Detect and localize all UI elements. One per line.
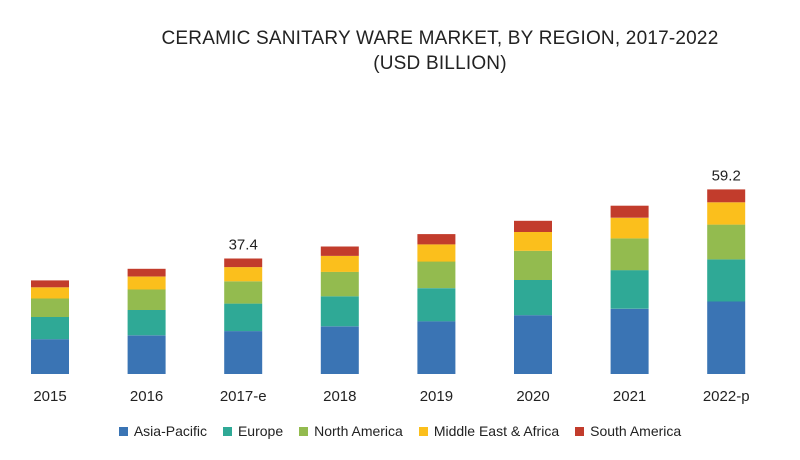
bar-south-america-2020 bbox=[514, 220, 552, 232]
bar-north-america-2018 bbox=[320, 271, 359, 297]
legend-item: Europe bbox=[222, 423, 284, 439]
legend-label: Europe bbox=[237, 423, 284, 439]
chart-title: CERAMIC SANITARY WARE MARKET, BY REGION,… bbox=[0, 26, 800, 76]
x-tick-label: 2020 bbox=[516, 388, 549, 405]
legend-swatch bbox=[222, 426, 232, 436]
legend-swatch bbox=[299, 426, 309, 436]
bar-asia-pacific-2019 bbox=[417, 321, 456, 374]
x-tick-label: 2018 bbox=[323, 388, 356, 405]
bar-europe-2022-p bbox=[707, 259, 746, 302]
bar-europe-2018 bbox=[320, 296, 359, 327]
bar-south-america-2021 bbox=[610, 205, 649, 218]
chart-legend: Asia-Pacific Europe North America Middle Ea… bbox=[0, 423, 800, 439]
bar-north-america-2020 bbox=[514, 250, 552, 280]
bar-south-america-2022-p bbox=[707, 189, 746, 203]
bar-middle-east-africa-2017-e bbox=[224, 267, 263, 282]
legend-label: Middle East & Africa bbox=[433, 423, 560, 439]
bar-europe-2020 bbox=[514, 280, 552, 316]
legend-swatch bbox=[575, 426, 585, 436]
bar-middle-east-africa-2019 bbox=[417, 244, 456, 262]
legend-swatch bbox=[118, 426, 128, 436]
bar-asia-pacific-2017-e bbox=[224, 331, 263, 374]
chart-title-text: CERAMIC SANITARY WARE MARKET, BY REGION,… bbox=[161, 28, 719, 49]
bar-middle-east-africa-2020 bbox=[514, 231, 552, 251]
bar-south-america-2018 bbox=[320, 246, 359, 256]
x-tick-label: 2017-e bbox=[220, 388, 267, 405]
legend-item: North America bbox=[299, 423, 403, 439]
data-label-total: 37.4 bbox=[229, 237, 258, 254]
bar-middle-east-africa-2021 bbox=[610, 217, 649, 239]
bar-north-america-2021 bbox=[610, 238, 649, 271]
bar-middle-east-africa-2016 bbox=[127, 276, 166, 290]
bar-asia-pacific-2015 bbox=[31, 339, 69, 374]
bar-asia-pacific-2022-p bbox=[707, 301, 746, 374]
bar-south-america-2019 bbox=[417, 234, 456, 245]
bar-asia-pacific-2016 bbox=[127, 335, 166, 374]
chart-subtitle: (USD BILLION) bbox=[373, 53, 507, 74]
bar-middle-east-africa-2015 bbox=[31, 287, 69, 299]
legend-label: North America bbox=[314, 423, 403, 439]
bar-europe-2016 bbox=[127, 310, 166, 336]
legend-swatch bbox=[418, 426, 428, 436]
x-tick-label: 2019 bbox=[420, 388, 453, 405]
x-tick-label: 2021 bbox=[613, 388, 646, 405]
bar-south-america-2017-e bbox=[224, 258, 263, 268]
bar-middle-east-africa-2022-p bbox=[707, 202, 746, 225]
legend-item: Asia-Pacific bbox=[118, 423, 207, 439]
bar-europe-2017-e bbox=[224, 303, 263, 332]
x-tick-label: 2015 bbox=[33, 388, 66, 405]
bar-europe-2015 bbox=[31, 316, 69, 340]
bar-north-america-2017-e bbox=[224, 281, 263, 304]
data-label-total: 59.2 bbox=[712, 167, 741, 184]
bar-middle-east-africa-2018 bbox=[320, 256, 359, 272]
x-tick-label: 2022-p bbox=[703, 388, 750, 405]
legend-label: South America bbox=[590, 423, 682, 439]
bar-asia-pacific-2020 bbox=[514, 315, 552, 374]
bar-north-america-2016 bbox=[127, 289, 166, 310]
bar-north-america-2022-p bbox=[707, 224, 746, 260]
bar-europe-2021 bbox=[610, 270, 649, 309]
bar-north-america-2015 bbox=[31, 298, 69, 317]
bar-south-america-2015 bbox=[31, 280, 69, 288]
bar-north-america-2019 bbox=[417, 261, 456, 289]
x-tick-label: 2016 bbox=[130, 388, 163, 405]
bar-asia-pacific-2021 bbox=[610, 308, 649, 374]
bar-europe-2019 bbox=[417, 288, 456, 322]
legend-item: Middle East & Africa bbox=[418, 423, 560, 439]
legend-item: South America bbox=[575, 423, 681, 439]
legend-label: Asia-Pacific bbox=[133, 423, 207, 439]
bar-asia-pacific-2018 bbox=[320, 326, 359, 374]
bar-south-america-2016 bbox=[127, 268, 166, 277]
